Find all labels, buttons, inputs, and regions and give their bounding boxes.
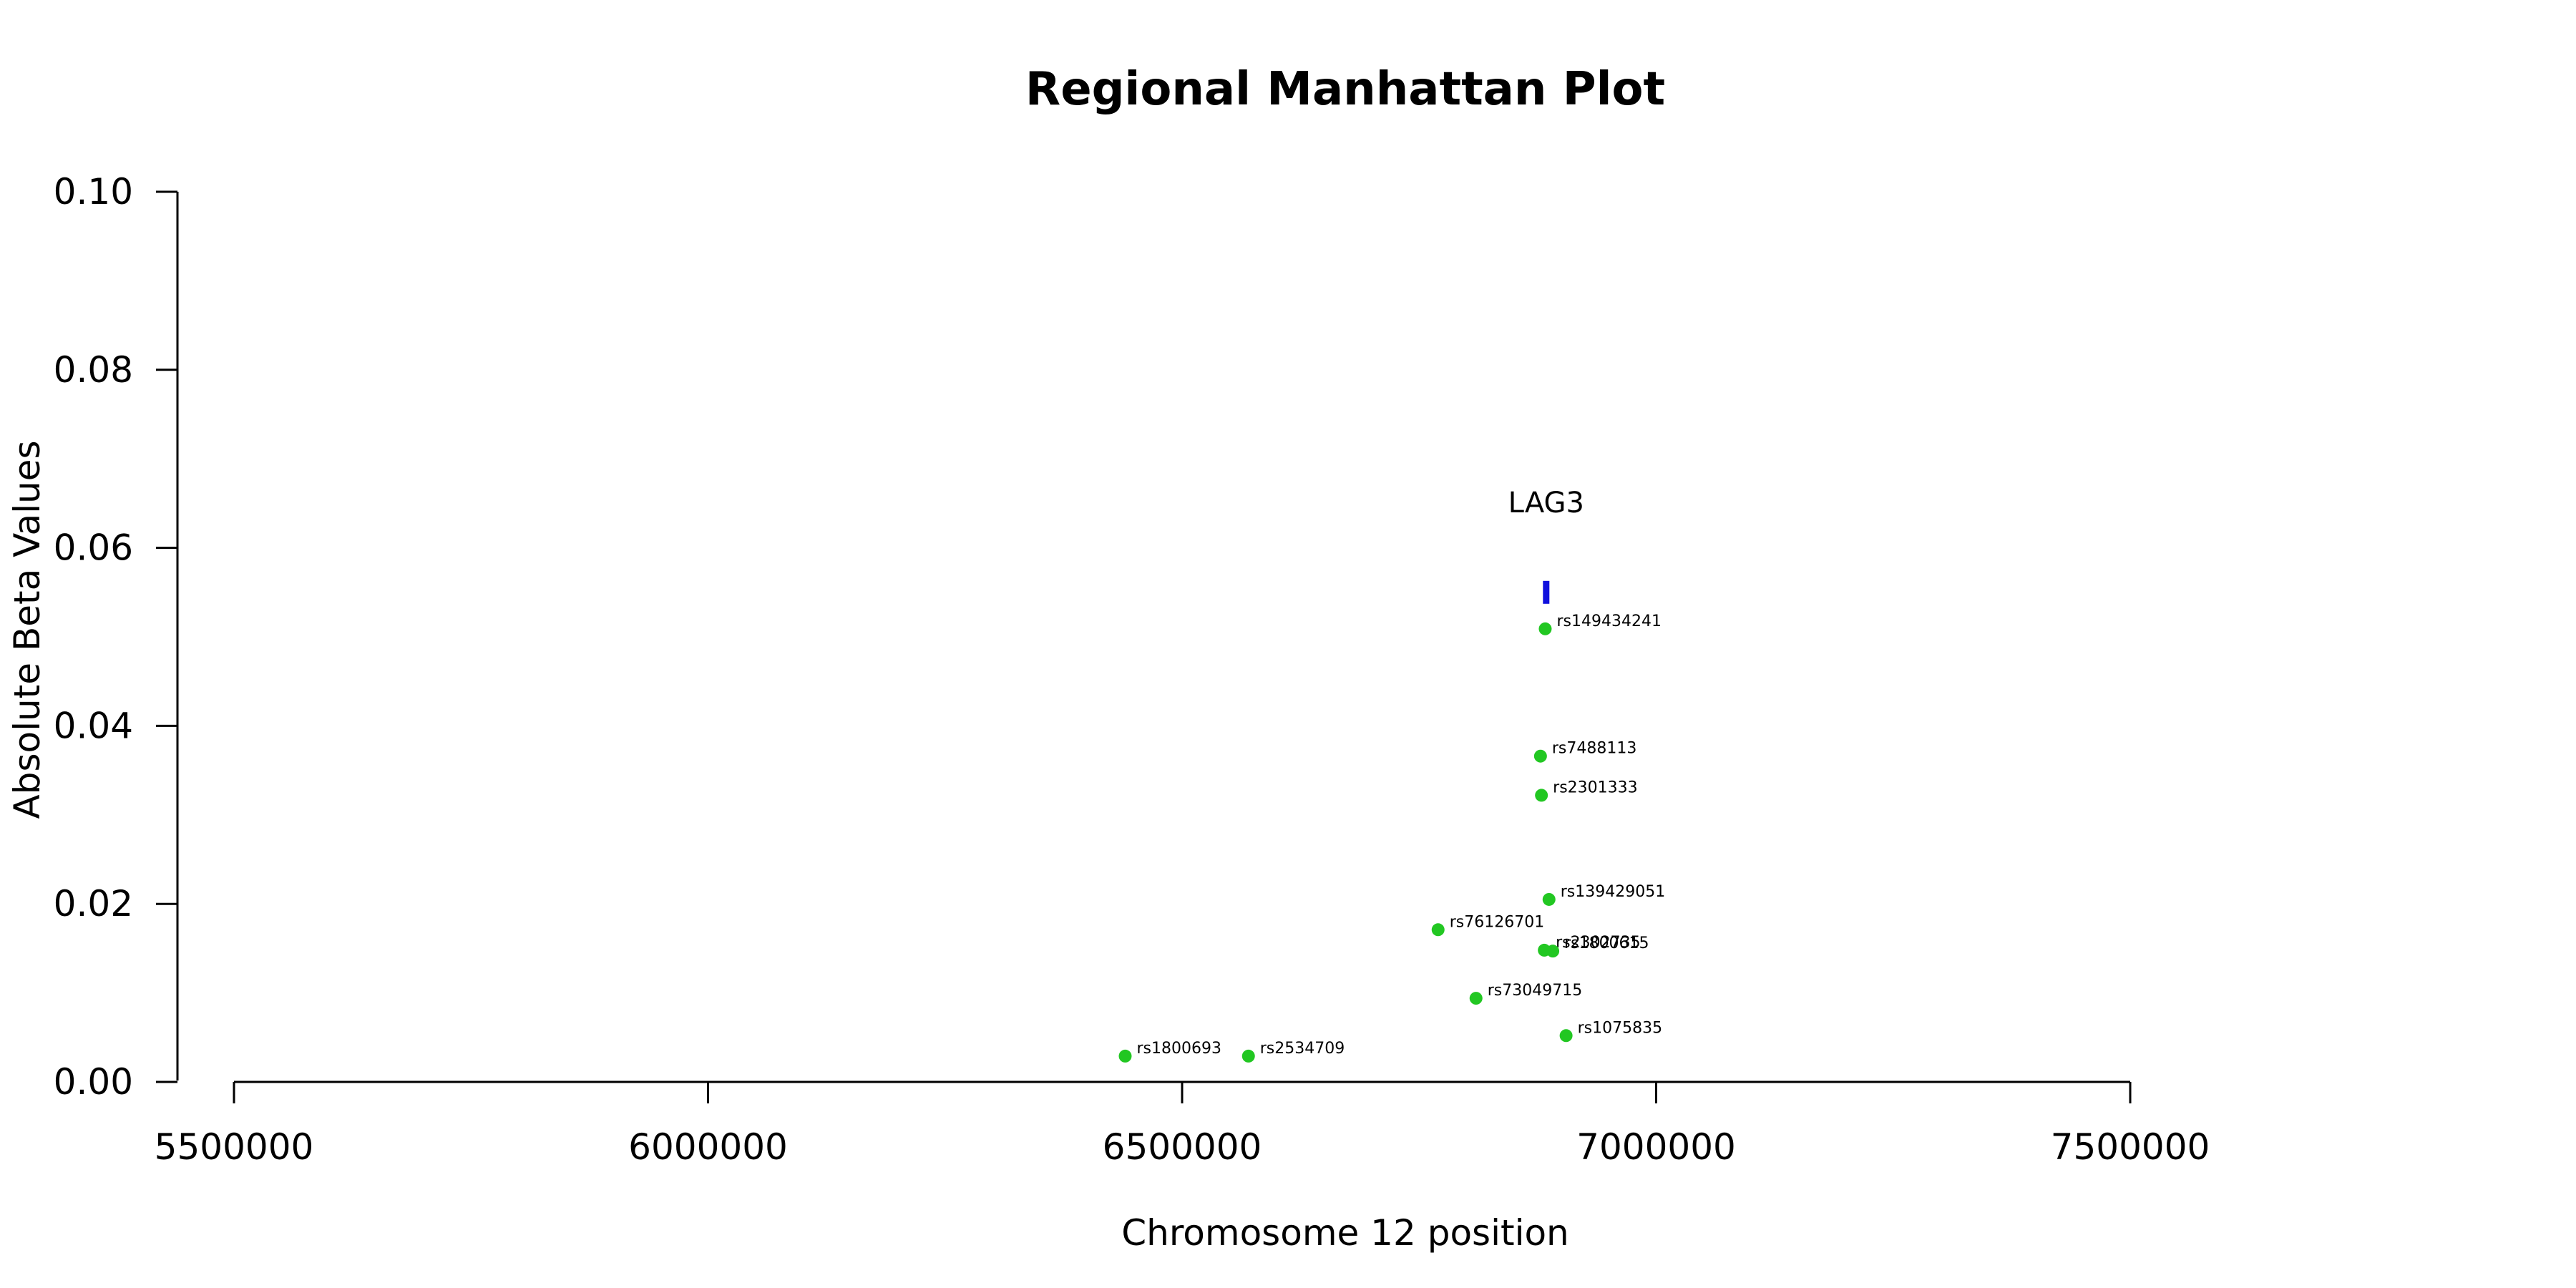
- snp-point: [1469, 992, 1483, 1005]
- x-axis-label: Chromosome 12 position: [1121, 1212, 1569, 1254]
- snp-point: [1118, 1049, 1132, 1063]
- snp-label: rs2302735: [1556, 934, 1641, 952]
- snp-point: [1533, 749, 1547, 763]
- x-tick-label: 6000000: [628, 1126, 788, 1168]
- snp-label: rs73049715: [1488, 982, 1582, 1000]
- gene-label: LAG3: [1508, 487, 1584, 519]
- snp-point: [1431, 923, 1445, 937]
- snp-point: [1546, 945, 1560, 958]
- gene-track: LAG3: [1508, 487, 1584, 604]
- snp-label: rs139429051: [1561, 883, 1665, 901]
- snp-label: rs7488113: [1552, 740, 1637, 758]
- y-tick-label: 0.10: [54, 171, 133, 213]
- snp-points: rs1800693 rs2534709 rs76126701 rs73049715 rs…: [1118, 613, 1665, 1063]
- snp-label: rs2301333: [1553, 779, 1638, 796]
- gene-bar-lag3: [1543, 580, 1550, 604]
- x-tick-label: 5500000: [155, 1126, 314, 1168]
- chart-title: Regional Manhattan Plot: [1025, 63, 1665, 116]
- y-tick-label: 0.06: [54, 527, 133, 569]
- y-tick-label: 0.04: [54, 705, 133, 746]
- x-axis-ticks: 5500000 6000000 6500000 7000000 7500000: [155, 1082, 2210, 1168]
- x-tick-label: 6500000: [1103, 1126, 1262, 1168]
- snp-point: [1538, 622, 1552, 635]
- x-tick-label: 7000000: [1576, 1126, 1736, 1168]
- snp-point: [1559, 1029, 1573, 1043]
- snp-point: [1241, 1049, 1255, 1063]
- y-axis-label: Absolute Beta Values: [6, 441, 48, 819]
- y-tick-label: 0.08: [54, 349, 133, 391]
- y-tick-label: 0.00: [54, 1061, 133, 1103]
- snp-label: rs1800693: [1137, 1040, 1222, 1058]
- x-tick-label: 7500000: [2051, 1126, 2210, 1168]
- snp-label: rs1800615: [1564, 935, 1649, 952]
- snp-label: rs1075835: [1578, 1019, 1663, 1037]
- y-axis-ticks: 0.00 0.02 0.04 0.06 0.08 0.10: [54, 171, 177, 1103]
- snp-label: rs76126701: [1450, 913, 1544, 931]
- snp-label: rs149434241: [1556, 613, 1661, 630]
- snp-point: [1535, 789, 1548, 802]
- y-tick-label: 0.02: [54, 883, 133, 924]
- snp-point: [1542, 892, 1556, 906]
- snp-label: rs2534709: [1260, 1040, 1345, 1058]
